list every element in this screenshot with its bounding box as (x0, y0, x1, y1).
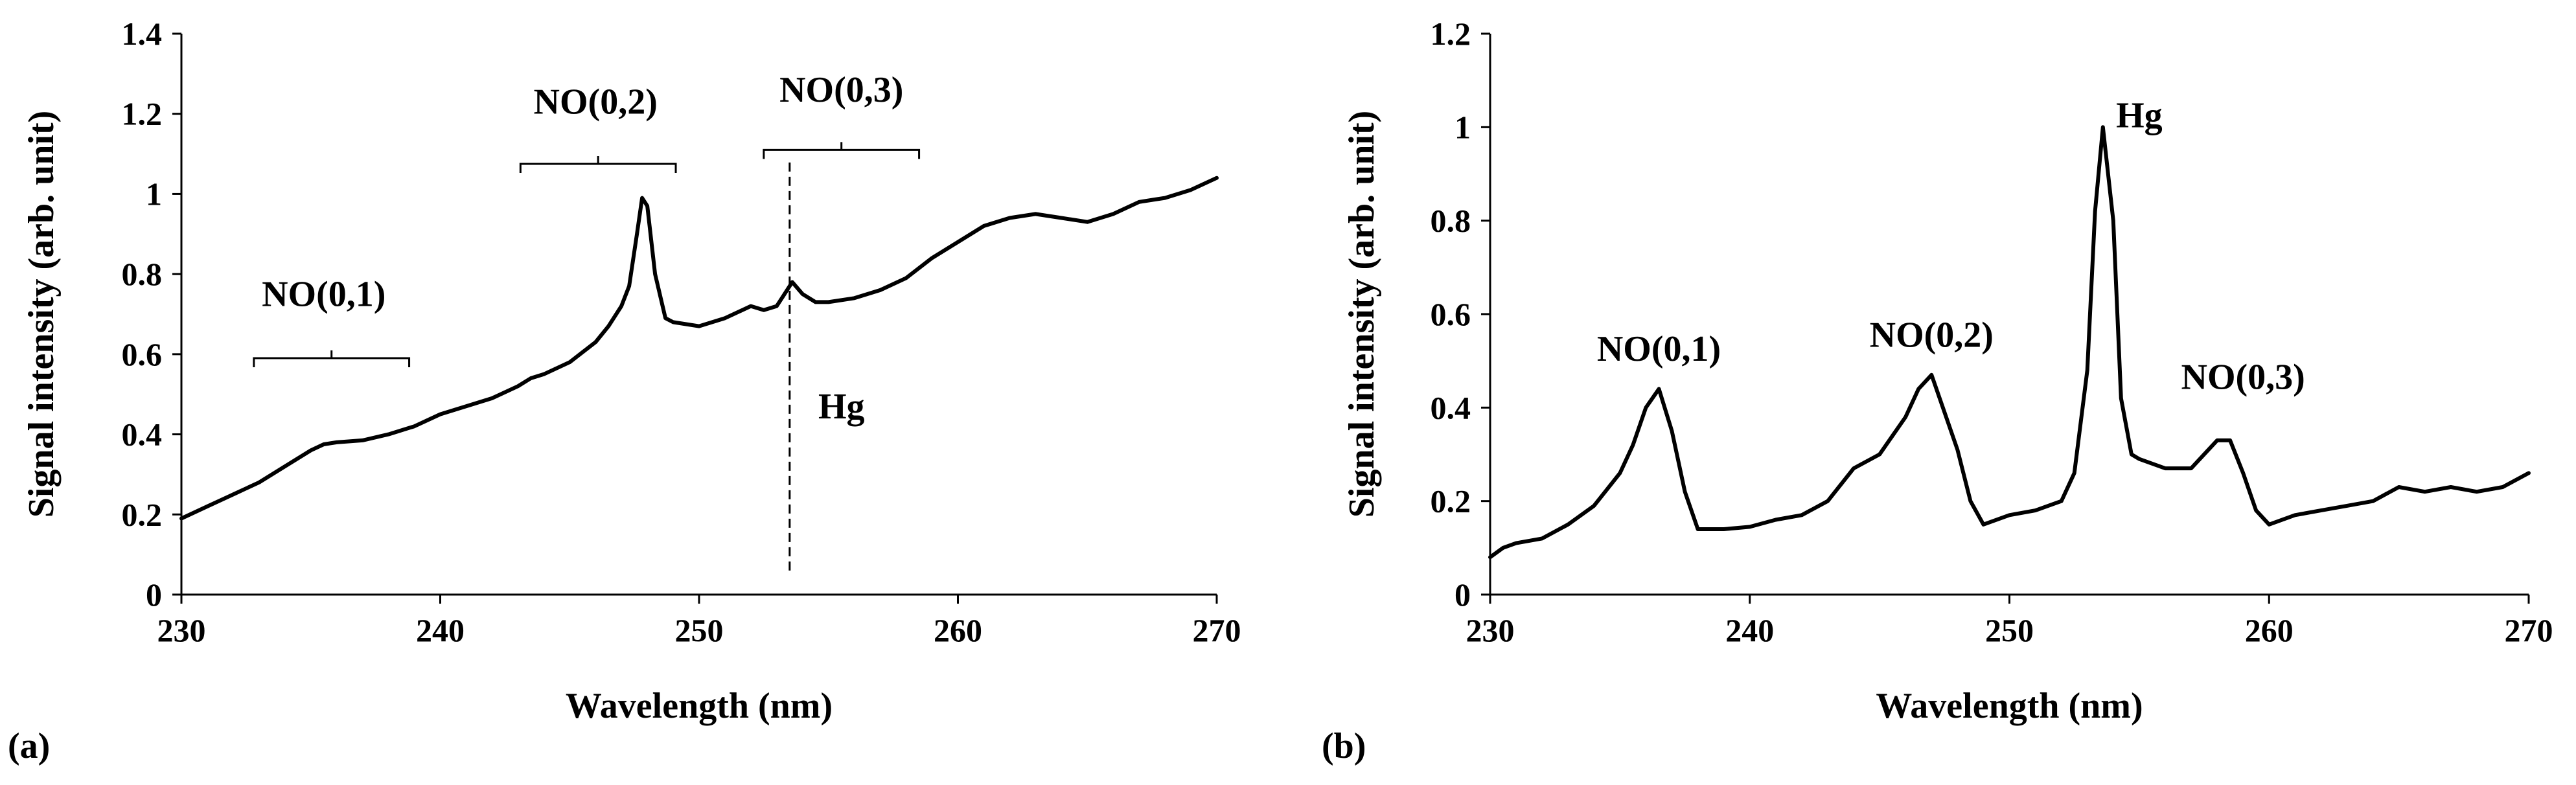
series-line (179, 176, 1219, 521)
x-tick-label: 250 (1985, 612, 2034, 648)
y-tick-label: 1 (1455, 109, 1471, 145)
x-tick-label: 270 (1193, 612, 1241, 648)
annotation-bracket (253, 350, 411, 368)
panel-label: (b) (1322, 726, 1366, 766)
y-tick-label: 1.2 (1431, 16, 1471, 52)
series-line (1488, 125, 2531, 560)
x-tick-label: 250 (675, 612, 724, 648)
annotation-label: NO(0,1) (262, 275, 385, 315)
x-tick-label: 270 (2505, 612, 2553, 648)
annotation-label: NO(0,1) (1597, 329, 1721, 369)
annotation-label: NO(0,3) (779, 70, 903, 110)
y-tick-label: 1.4 (122, 16, 163, 52)
y-tick-label: 0 (146, 576, 162, 613)
y-tick-label: 1.2 (122, 96, 163, 132)
x-tick-label: 240 (1725, 612, 1774, 648)
y-tick-label: 1 (146, 176, 162, 212)
annotation-bracket (763, 142, 921, 159)
x-tick-label: 260 (934, 612, 982, 648)
annotation-label: NO(0,2) (534, 82, 658, 122)
y-tick-label: 0.8 (122, 256, 163, 292)
x-tick-label: 260 (2245, 612, 2294, 648)
y-tick-label: 0.2 (122, 496, 163, 532)
panel-label: (a) (8, 726, 50, 766)
x-tick-label: 230 (1466, 612, 1515, 648)
y-tick-label: 0.6 (122, 336, 163, 372)
annotation-label: NO(0,2) (1870, 315, 1994, 356)
x-tick-label: 230 (157, 612, 206, 648)
y-tick-label: 0.4 (1431, 389, 1471, 426)
annotation-bracket (519, 156, 677, 174)
y-tick-label: 0.4 (122, 416, 163, 453)
y-tick-label: 0.8 (1431, 203, 1471, 239)
annotation-label: Hg (2116, 95, 2163, 135)
x-axis-title: Wavelength (nm) (566, 686, 833, 726)
y-tick-label: 0.6 (1431, 296, 1471, 332)
x-tick-label: 240 (416, 612, 465, 648)
y-tick-label: 0.2 (1431, 483, 1471, 519)
y-tick-label: 0 (1455, 576, 1471, 613)
y-axis-title: Signal intensity (arb. unit) (1342, 111, 1382, 518)
x-axis-title: Wavelength (nm) (1876, 686, 2143, 726)
annotation-label: NO(0,3) (2181, 357, 2305, 397)
annotation-label: Hg (818, 387, 865, 427)
y-axis-title: Signal intensity (arb. unit) (21, 111, 62, 518)
